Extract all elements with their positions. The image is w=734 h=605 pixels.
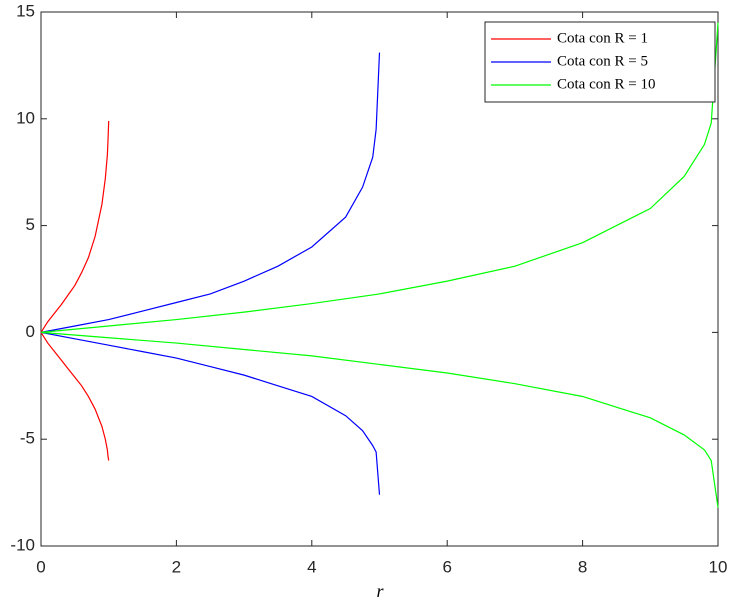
y-tick-label: 15 [16,1,35,20]
line-series [40,22,719,333]
legend-label: Cota con R = 5 [557,53,648,69]
y-tick-label: -10 [10,535,35,554]
x-tick-label: 0 [36,557,45,576]
legend-label: Cota con R = 10 [557,76,655,92]
line-series [40,120,110,333]
line-series [40,52,381,333]
line-series [40,331,719,508]
line-series [40,331,381,495]
y-tick-label: 0 [26,322,35,341]
x-axis-label: r [376,581,384,601]
x-tick-label: 4 [307,557,316,576]
legend-label: Cota con R = 1 [557,30,648,46]
y-tick-label: 10 [16,108,35,127]
x-tick-label: 10 [709,557,728,576]
x-tick-label: 8 [578,557,587,576]
line-series [40,332,110,461]
y-tick-label: -5 [20,429,35,448]
y-tick-label: 5 [26,215,35,234]
x-tick-label: 2 [172,557,181,576]
x-tick-label: 6 [442,557,451,576]
